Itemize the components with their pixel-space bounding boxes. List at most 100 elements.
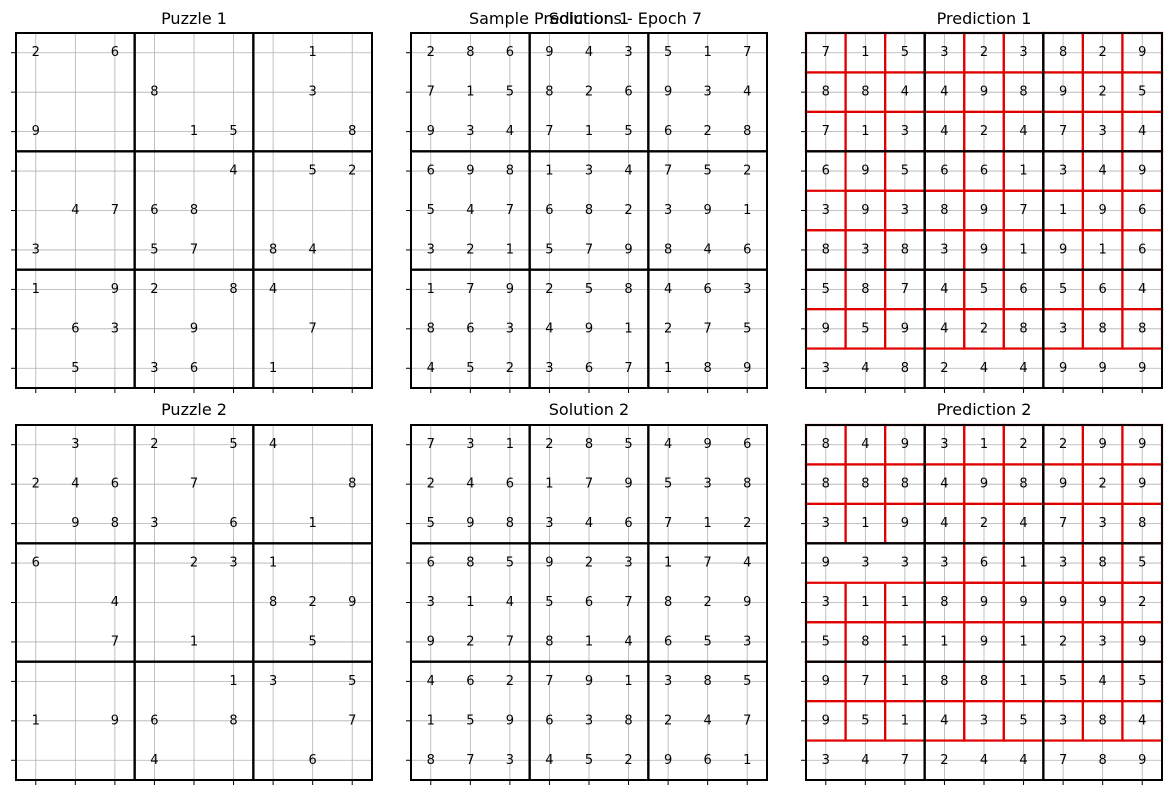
cell-value: 8	[822, 242, 830, 257]
cell-value: 4	[466, 477, 474, 492]
cell-value: 7	[111, 634, 119, 649]
cell-value: 3	[466, 437, 474, 452]
cell-value: 2	[348, 164, 356, 179]
cell-value: 4	[980, 361, 988, 376]
cell-value: 5	[704, 634, 712, 649]
cell-value: 7	[664, 516, 672, 531]
cell-value: 1	[309, 516, 317, 531]
cell-value: 5	[466, 361, 474, 376]
cell-value: 2	[940, 361, 948, 376]
cell-value: 5	[309, 634, 317, 649]
cell-value: 6	[111, 477, 119, 492]
cell-value: 9	[1059, 477, 1067, 492]
cell-value: 6	[940, 164, 948, 179]
cell-value: 5	[427, 516, 435, 531]
cell-value: 2	[743, 516, 751, 531]
cell-value: 2	[585, 85, 593, 100]
cell-value: 9	[585, 674, 593, 689]
cell-value: 9	[427, 634, 435, 649]
panel-frame	[805, 32, 1163, 389]
cell-value: 3	[704, 477, 712, 492]
cell-value: 9	[1059, 595, 1067, 610]
cell-value: 1	[980, 437, 988, 452]
cell-value: 1	[861, 45, 869, 60]
cell-value: 8	[1138, 516, 1146, 531]
cell-value: 9	[506, 713, 514, 728]
cell-value: 3	[545, 516, 553, 531]
cell-value: 2	[940, 753, 948, 768]
cell-value: 8	[822, 437, 830, 452]
cell-value: 8	[743, 124, 751, 139]
cell-value: 1	[1019, 242, 1027, 257]
cell-value: 9	[545, 45, 553, 60]
cell-value: 1	[861, 595, 869, 610]
cell-value: 7	[624, 361, 632, 376]
cell-value: 2	[506, 361, 514, 376]
cell-value: 9	[980, 242, 988, 257]
cell-value: 9	[624, 242, 632, 257]
cell-value: 8	[506, 516, 514, 531]
cell-value: 9	[545, 556, 553, 571]
cell-value: 4	[940, 713, 948, 728]
cell-value: 6	[624, 516, 632, 531]
cell-value: 7	[545, 674, 553, 689]
cell-value: 1	[743, 203, 751, 218]
cell-value: 8	[111, 516, 119, 531]
cell-value: 5	[664, 45, 672, 60]
cell-value: 1	[1019, 674, 1027, 689]
cell-value: 4	[940, 282, 948, 297]
cell-value: 5	[1059, 674, 1067, 689]
panel-frame	[410, 32, 768, 389]
panel-title-solution-1: Solution 1	[548, 9, 630, 28]
cell-value: 1	[624, 674, 632, 689]
cell-value: 4	[585, 45, 593, 60]
cell-value: 7	[1019, 203, 1027, 218]
cell-value: 2	[980, 516, 988, 531]
panel-title-prediction-2: Prediction 2	[936, 400, 1032, 419]
cell-value: 6	[150, 713, 158, 728]
cell-value: 1	[269, 556, 277, 571]
cell-value: 9	[1019, 595, 1027, 610]
cell-value: 2	[427, 45, 435, 60]
cell-value: 7	[427, 437, 435, 452]
cell-value: 3	[71, 437, 79, 452]
cell-value: 3	[1059, 556, 1067, 571]
cell-value: 1	[309, 45, 317, 60]
cell-value: 1	[940, 634, 948, 649]
cell-value: 1	[1019, 164, 1027, 179]
cell-value: 8	[1099, 321, 1107, 336]
cell-value: 7	[190, 477, 198, 492]
cell-value: 8	[822, 85, 830, 100]
cell-value: 5	[704, 164, 712, 179]
cell-value: 8	[1059, 45, 1067, 60]
cell-value: 2	[427, 477, 435, 492]
cell-value: 3	[1059, 321, 1067, 336]
cell-value: 4	[427, 674, 435, 689]
cell-value: 2	[32, 45, 40, 60]
cell-value: 9	[664, 85, 672, 100]
cell-value: 9	[980, 203, 988, 218]
cell-value: 7	[348, 713, 356, 728]
cell-value: 8	[506, 164, 514, 179]
cell-value: 4	[1019, 124, 1027, 139]
cell-value: 2	[150, 282, 158, 297]
cell-value: 8	[901, 361, 909, 376]
cell-value: 3	[822, 203, 830, 218]
cell-value: 4	[743, 85, 751, 100]
cell-value: 2	[1099, 477, 1107, 492]
cell-value: 8	[980, 674, 988, 689]
cell-value: 9	[980, 85, 988, 100]
cell-value: 2	[190, 556, 198, 571]
cell-value: 4	[1019, 516, 1027, 531]
cell-value: 9	[822, 556, 830, 571]
cell-value: 3	[664, 203, 672, 218]
cell-value: 4	[940, 516, 948, 531]
cell-value: 3	[427, 595, 435, 610]
cell-value: 3	[822, 361, 830, 376]
cell-value: 4	[111, 595, 119, 610]
cell-value: 8	[901, 242, 909, 257]
cell-value: 9	[1138, 634, 1146, 649]
cell-value: 7	[743, 45, 751, 60]
cell-value: 9	[743, 595, 751, 610]
cell-value: 7	[427, 85, 435, 100]
